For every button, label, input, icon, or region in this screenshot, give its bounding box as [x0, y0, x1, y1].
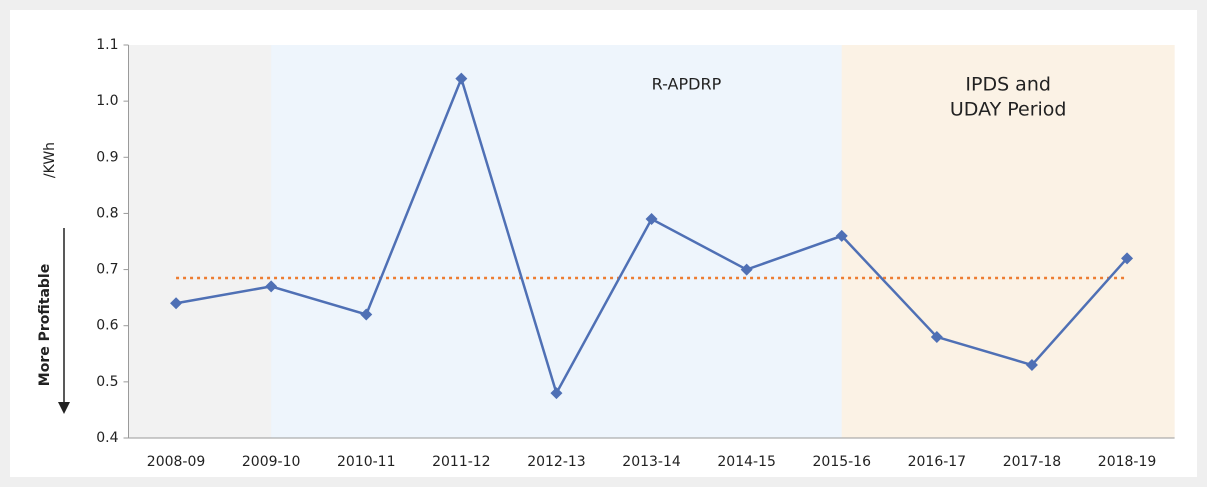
data-point	[550, 387, 563, 400]
x-tick-label: 2011-12	[432, 454, 491, 470]
period-label: UDAY Period	[950, 99, 1067, 121]
arrow-head	[58, 402, 70, 414]
x-tick-label: 2017-18	[1003, 454, 1062, 470]
data-point	[455, 72, 468, 85]
y-tick-label: 0.8	[96, 205, 118, 221]
period-region	[271, 45, 842, 438]
y-tick-label: 0.5	[96, 374, 118, 390]
y-tick-label: 0.6	[96, 318, 118, 334]
x-tick-label: 2008-09	[147, 454, 206, 470]
backgrounds	[128, 45, 1175, 438]
y-tick-label: 0.4	[96, 430, 118, 446]
data-point	[930, 330, 943, 343]
data-point	[170, 297, 183, 310]
data-point	[1025, 359, 1038, 372]
y-tick-label: 0.7	[96, 262, 118, 278]
period-label: IPDS and	[965, 74, 1051, 96]
y-tick-label: 1.1	[96, 37, 118, 53]
direction-label: More Profitable	[37, 264, 53, 386]
data-point	[835, 229, 848, 242]
data-point	[360, 308, 373, 321]
x-tick-label: 2016-17	[908, 454, 967, 470]
period-label: R-APDRP	[652, 75, 722, 94]
data-point	[1121, 252, 1134, 265]
x-tick-label: 2014-15	[717, 454, 776, 470]
x-tick-label: 2012-13	[527, 454, 586, 470]
data-point	[645, 213, 658, 226]
y-tick-label: 0.9	[96, 149, 118, 165]
data-point	[265, 280, 278, 293]
y-axis-label: /KWh	[42, 142, 58, 178]
period-region	[841, 45, 1175, 438]
y-tick-label: 1.0	[96, 93, 118, 109]
data-point	[740, 263, 753, 276]
x-tick-label: 2018-19	[1098, 454, 1157, 470]
x-tick-label: 2009-10	[242, 454, 301, 470]
x-tick-label: 2013-14	[622, 454, 681, 470]
x-tick-label: 2010-11	[337, 454, 396, 470]
x-tick-label: 2015-16	[813, 454, 872, 470]
